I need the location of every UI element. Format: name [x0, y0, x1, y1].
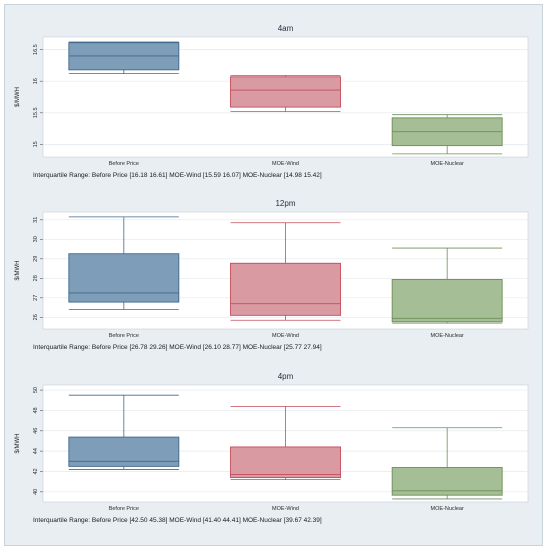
x-category-label: MOE-Wind — [272, 161, 299, 167]
x-category-label: Before Price — [109, 161, 139, 167]
panel-1: 12pm 26 27 28 29 30 31 $/MWH Before Price MOE-Win… — [15, 199, 529, 351]
x-category-label: MOE-Nuclear — [431, 506, 464, 512]
interquartile-range-note: Interquartile Range: Before Price [16.18… — [33, 172, 322, 179]
panel-2: 4pm 40 42 44 46 48 50 $/MWH Before Price MOE-Wind… — [15, 372, 529, 524]
y-tick-label: 50 — [33, 387, 39, 393]
x-category-label: MOE-Wind — [272, 506, 299, 512]
box-moe-wind — [230, 75, 341, 112]
y-tick-label: 29 — [33, 256, 39, 262]
y-tick-label: 46 — [33, 428, 39, 434]
box-moe-nuclear — [391, 427, 503, 500]
y-axis-label: $/MWH — [15, 87, 21, 107]
y-tick-label: 30 — [33, 236, 39, 242]
iqr-box — [68, 436, 180, 467]
panel-0: 4am 15 15.5 16 16.5 $/MWH Before Price MOE-Wind… — [15, 24, 529, 179]
y-tick-label: 42 — [33, 468, 39, 474]
iqr-box — [230, 446, 341, 479]
panel-title: 12pm — [275, 199, 295, 208]
iqr-box — [391, 279, 503, 323]
y-tick-label: 44 — [33, 448, 39, 454]
figure-frame: 4am 15 15.5 16 16.5 $/MWH Before Price MOE-Wind… — [4, 4, 543, 546]
interquartile-range-note: Interquartile Range: Before Price [42.50… — [33, 517, 322, 524]
y-tick-label: 26 — [33, 314, 39, 320]
y-tick-label: 27 — [33, 295, 39, 301]
box-plot-figure: 4am 15 15.5 16 16.5 $/MWH Before Price MOE-Wind… — [15, 24, 529, 524]
x-category-label: MOE-Nuclear — [431, 161, 464, 167]
iqr-box — [230, 262, 341, 316]
interquartile-range-note: Interquartile Range: Before Price [26.78… — [33, 344, 322, 351]
box-moe-nuclear — [391, 247, 503, 324]
box-before-price — [68, 41, 180, 75]
y-tick-label: 48 — [33, 407, 39, 413]
y-tick-label: 31 — [33, 217, 39, 223]
y-axis-label: $/MWH — [15, 261, 21, 281]
iqr-box — [68, 253, 180, 303]
box-before-price — [68, 394, 180, 470]
iqr-box — [230, 76, 341, 108]
x-category-label: MOE-Nuclear — [431, 333, 464, 339]
y-tick-label: 40 — [33, 489, 39, 495]
x-category-label: Before Price — [109, 506, 139, 512]
y-tick-label: 28 — [33, 275, 39, 281]
y-tick-label: 15.5 — [33, 107, 39, 118]
box-moe-wind — [230, 222, 341, 321]
panel-title: 4am — [278, 24, 294, 33]
y-tick-label: 16 — [33, 78, 39, 84]
panel-title: 4pm — [278, 372, 294, 381]
y-tick-label: 15 — [33, 141, 39, 147]
x-category-label: MOE-Wind — [272, 333, 299, 339]
x-category-label: Before Price — [109, 333, 139, 339]
y-axis-label: $/MWH — [15, 434, 21, 454]
y-tick-label: 16.5 — [33, 44, 39, 55]
box-moe-wind — [230, 405, 341, 481]
box-before-price — [68, 216, 180, 310]
box-moe-nuclear — [391, 114, 503, 155]
